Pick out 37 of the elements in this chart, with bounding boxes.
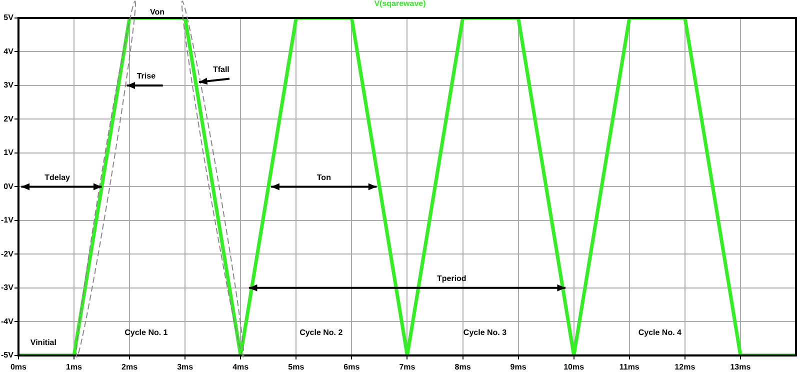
annotation: Trise <box>136 72 156 81</box>
x-tick-label: 2ms <box>122 362 138 372</box>
annotation: Cycle No. 3 <box>463 328 508 338</box>
x-tick-label: 13ms <box>730 362 752 372</box>
x-tick-label: 12ms <box>674 362 696 372</box>
y-tick-label: -2V <box>0 249 14 258</box>
y-tick-label: 3V <box>4 80 14 90</box>
annotation: Tfall <box>212 64 230 74</box>
annotation: Cycle No. 2 <box>300 328 344 338</box>
annotation: Tperiod <box>436 274 466 284</box>
y-tick-label: 0V <box>4 182 14 191</box>
y-tick-label: -4V <box>0 316 14 326</box>
annotation: Tdelay <box>44 172 71 182</box>
x-tick-label: 9ms <box>510 362 527 372</box>
annotation: Vinitial <box>30 338 56 348</box>
x-tick-label: 11ms <box>619 362 640 372</box>
annotation: Ton <box>316 172 332 182</box>
annotation: Cycle No. 1 <box>124 328 168 338</box>
x-tick-label: 5ms <box>288 362 305 372</box>
x-tick-label: 3ms <box>177 362 194 372</box>
x-tick-label: 4ms <box>232 362 250 372</box>
y-tick-label: -3V <box>0 283 14 292</box>
x-tick-label: 8ms <box>454 362 472 372</box>
y-tick-label: 5V <box>4 13 14 22</box>
x-tick-label: 10ms <box>564 362 585 372</box>
y-tick-label: 4V <box>4 46 14 56</box>
y-tick-label: -1V <box>0 216 14 225</box>
x-tick-label: 6ms <box>344 362 360 372</box>
x-tick-label: 7ms <box>399 362 416 372</box>
x-tick-label: 1ms <box>66 362 83 372</box>
x-tick-label: 0ms <box>10 362 28 372</box>
y-tick-label: 1V <box>4 148 14 158</box>
text: Von <box>150 8 165 17</box>
annotation: Cycle No. 4 <box>638 328 682 338</box>
y-tick-label: 2V <box>4 114 14 124</box>
text: V(sqarewave) <box>374 0 426 8</box>
y-tick-label: -5V <box>0 350 14 360</box>
